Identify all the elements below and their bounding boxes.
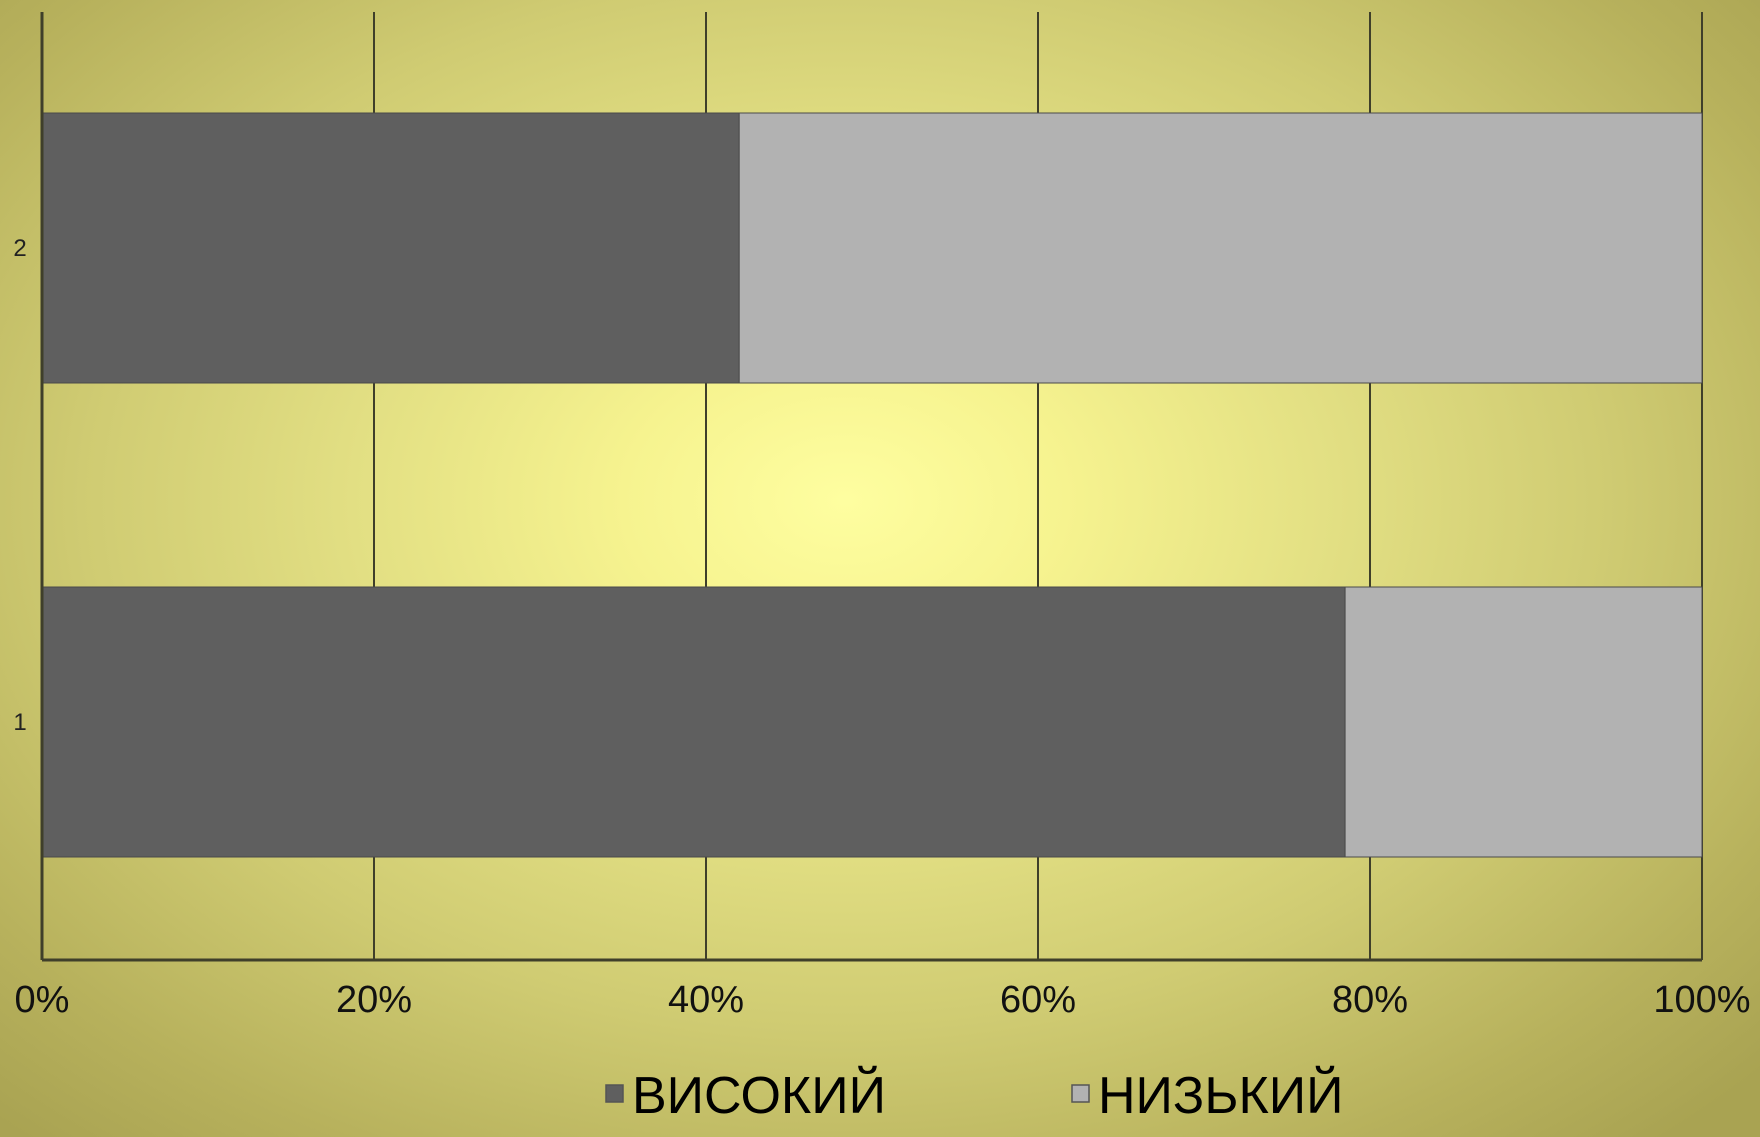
- bar-segment: [738, 112, 1703, 384]
- x-tick-label: 80%: [1332, 979, 1408, 1021]
- legend-label: ВИСОКИЙ: [632, 1066, 886, 1125]
- x-tick-label: 60%: [1000, 979, 1076, 1021]
- y-axis-category-labels: 12: [13, 235, 26, 736]
- legend-swatch: [605, 1084, 624, 1103]
- bars: [41, 112, 1703, 858]
- y-category-label: 2: [13, 235, 26, 262]
- x-tick-label: 0%: [15, 979, 70, 1021]
- bar-segment: [41, 586, 1346, 858]
- y-category-label: 1: [13, 709, 26, 736]
- legend: ВИСОКИЙ НИЗЬКИЙ: [605, 1066, 1344, 1125]
- axes: [40, 12, 1702, 962]
- x-tick-label: 40%: [668, 979, 744, 1021]
- x-tick-label: 100%: [1653, 979, 1750, 1021]
- legend-swatch: [1071, 1084, 1090, 1103]
- legend-label: НИЗЬКИЙ: [1098, 1066, 1344, 1125]
- bar-segment: [1344, 586, 1703, 858]
- x-tick-label: 20%: [336, 979, 412, 1021]
- bar-segment: [41, 112, 740, 384]
- x-axis-tick-labels: 0% 20% 40% 60% 80% 100%: [15, 979, 1751, 1021]
